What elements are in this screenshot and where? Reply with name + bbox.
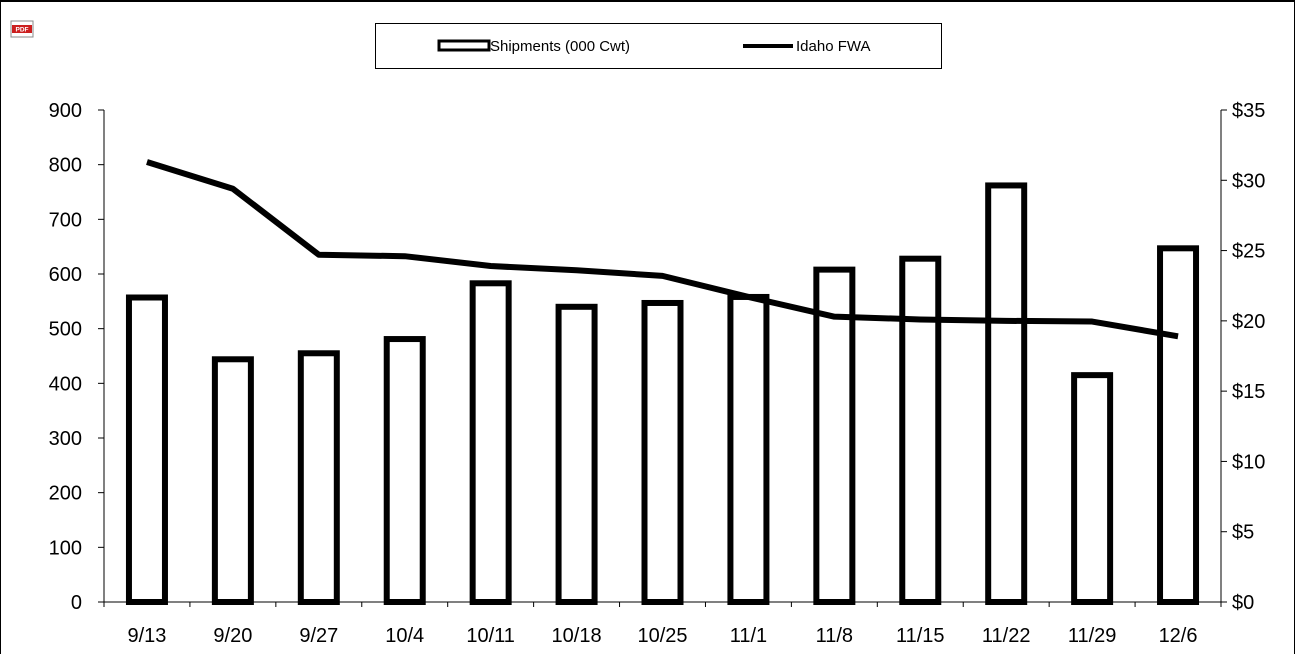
y-left-tick-label: 0 [71,592,82,614]
x-tick-label: 11/22 [982,625,1031,647]
y-right-tick-label: $30 [1232,170,1265,192]
x-tick-label: 10/25 [637,625,687,647]
bar-shipments [727,293,770,605]
bar-shipments [985,182,1028,605]
x-tick-label: 11/8 [816,625,853,647]
x-tick-label: 9/27 [299,625,338,647]
x-tick-label: 11/1 [730,625,767,647]
bar-shipments [469,280,512,605]
x-tick-label: 9/13 [127,625,166,647]
x-tick-label: 11/29 [1068,625,1117,647]
y-left-tick-label: 800 [49,155,82,177]
bar-shipments [211,356,254,605]
y-right-tick-label: $35 [1232,100,1265,122]
bar-shipments [1071,372,1114,605]
y-right-tick-label: $15 [1232,381,1265,403]
y-right-tick-label: $20 [1232,311,1265,333]
pdf-icon[interactable]: PDF [10,20,34,38]
legend-items: Shipments (000 Cwt) Idaho FWA [437,38,870,55]
y-left-tick-label: 900 [49,100,82,122]
bar-shipments [555,303,598,605]
y-left-tick-label: 500 [49,319,82,341]
y-right-tick-label: $5 [1232,522,1254,544]
bar-shipments [899,255,942,605]
y-left-tick-label: 700 [49,209,82,231]
bar-shipments [1157,245,1200,605]
bar-shipments [813,266,856,605]
legend-label-shipments: Shipments (000 Cwt) [490,38,630,55]
bar-shipments [641,299,684,605]
y-left-tick-label: 100 [49,537,82,559]
bar-series-shipments [125,182,1200,605]
y-left-tick-label: 200 [49,483,82,505]
bar-shipments [125,294,168,605]
x-tick-label: 10/4 [385,625,424,647]
axis-labels: 0 100 200 300 400 500 600 700 800 900 $0 $5 $10 $15 $2… [49,100,1266,647]
legend-swatch-shipments [437,39,491,52]
bar-shipments [383,336,426,605]
y-left-tick-label: 600 [49,264,82,286]
y-left-tick-label: 400 [49,373,82,395]
y-right-tick-label: $0 [1232,592,1254,614]
y-left-tick-label: 300 [49,428,82,450]
svg-text:PDF: PDF [16,27,29,34]
bar-shipments [297,350,340,605]
x-tick-label: 10/18 [552,625,602,647]
x-tick-label: 12/6 [1159,625,1198,647]
x-tick-label: 10/11 [466,625,515,647]
legend-label-idaho-fwa: Idaho FWA [796,38,870,55]
y-right-tick-label: $25 [1232,241,1265,263]
x-tick-label: 9/20 [213,625,252,647]
line-series-idaho-fwa [146,159,1179,340]
x-tick-label: 11/15 [896,625,945,647]
y-right-tick-label: $10 [1232,451,1265,473]
